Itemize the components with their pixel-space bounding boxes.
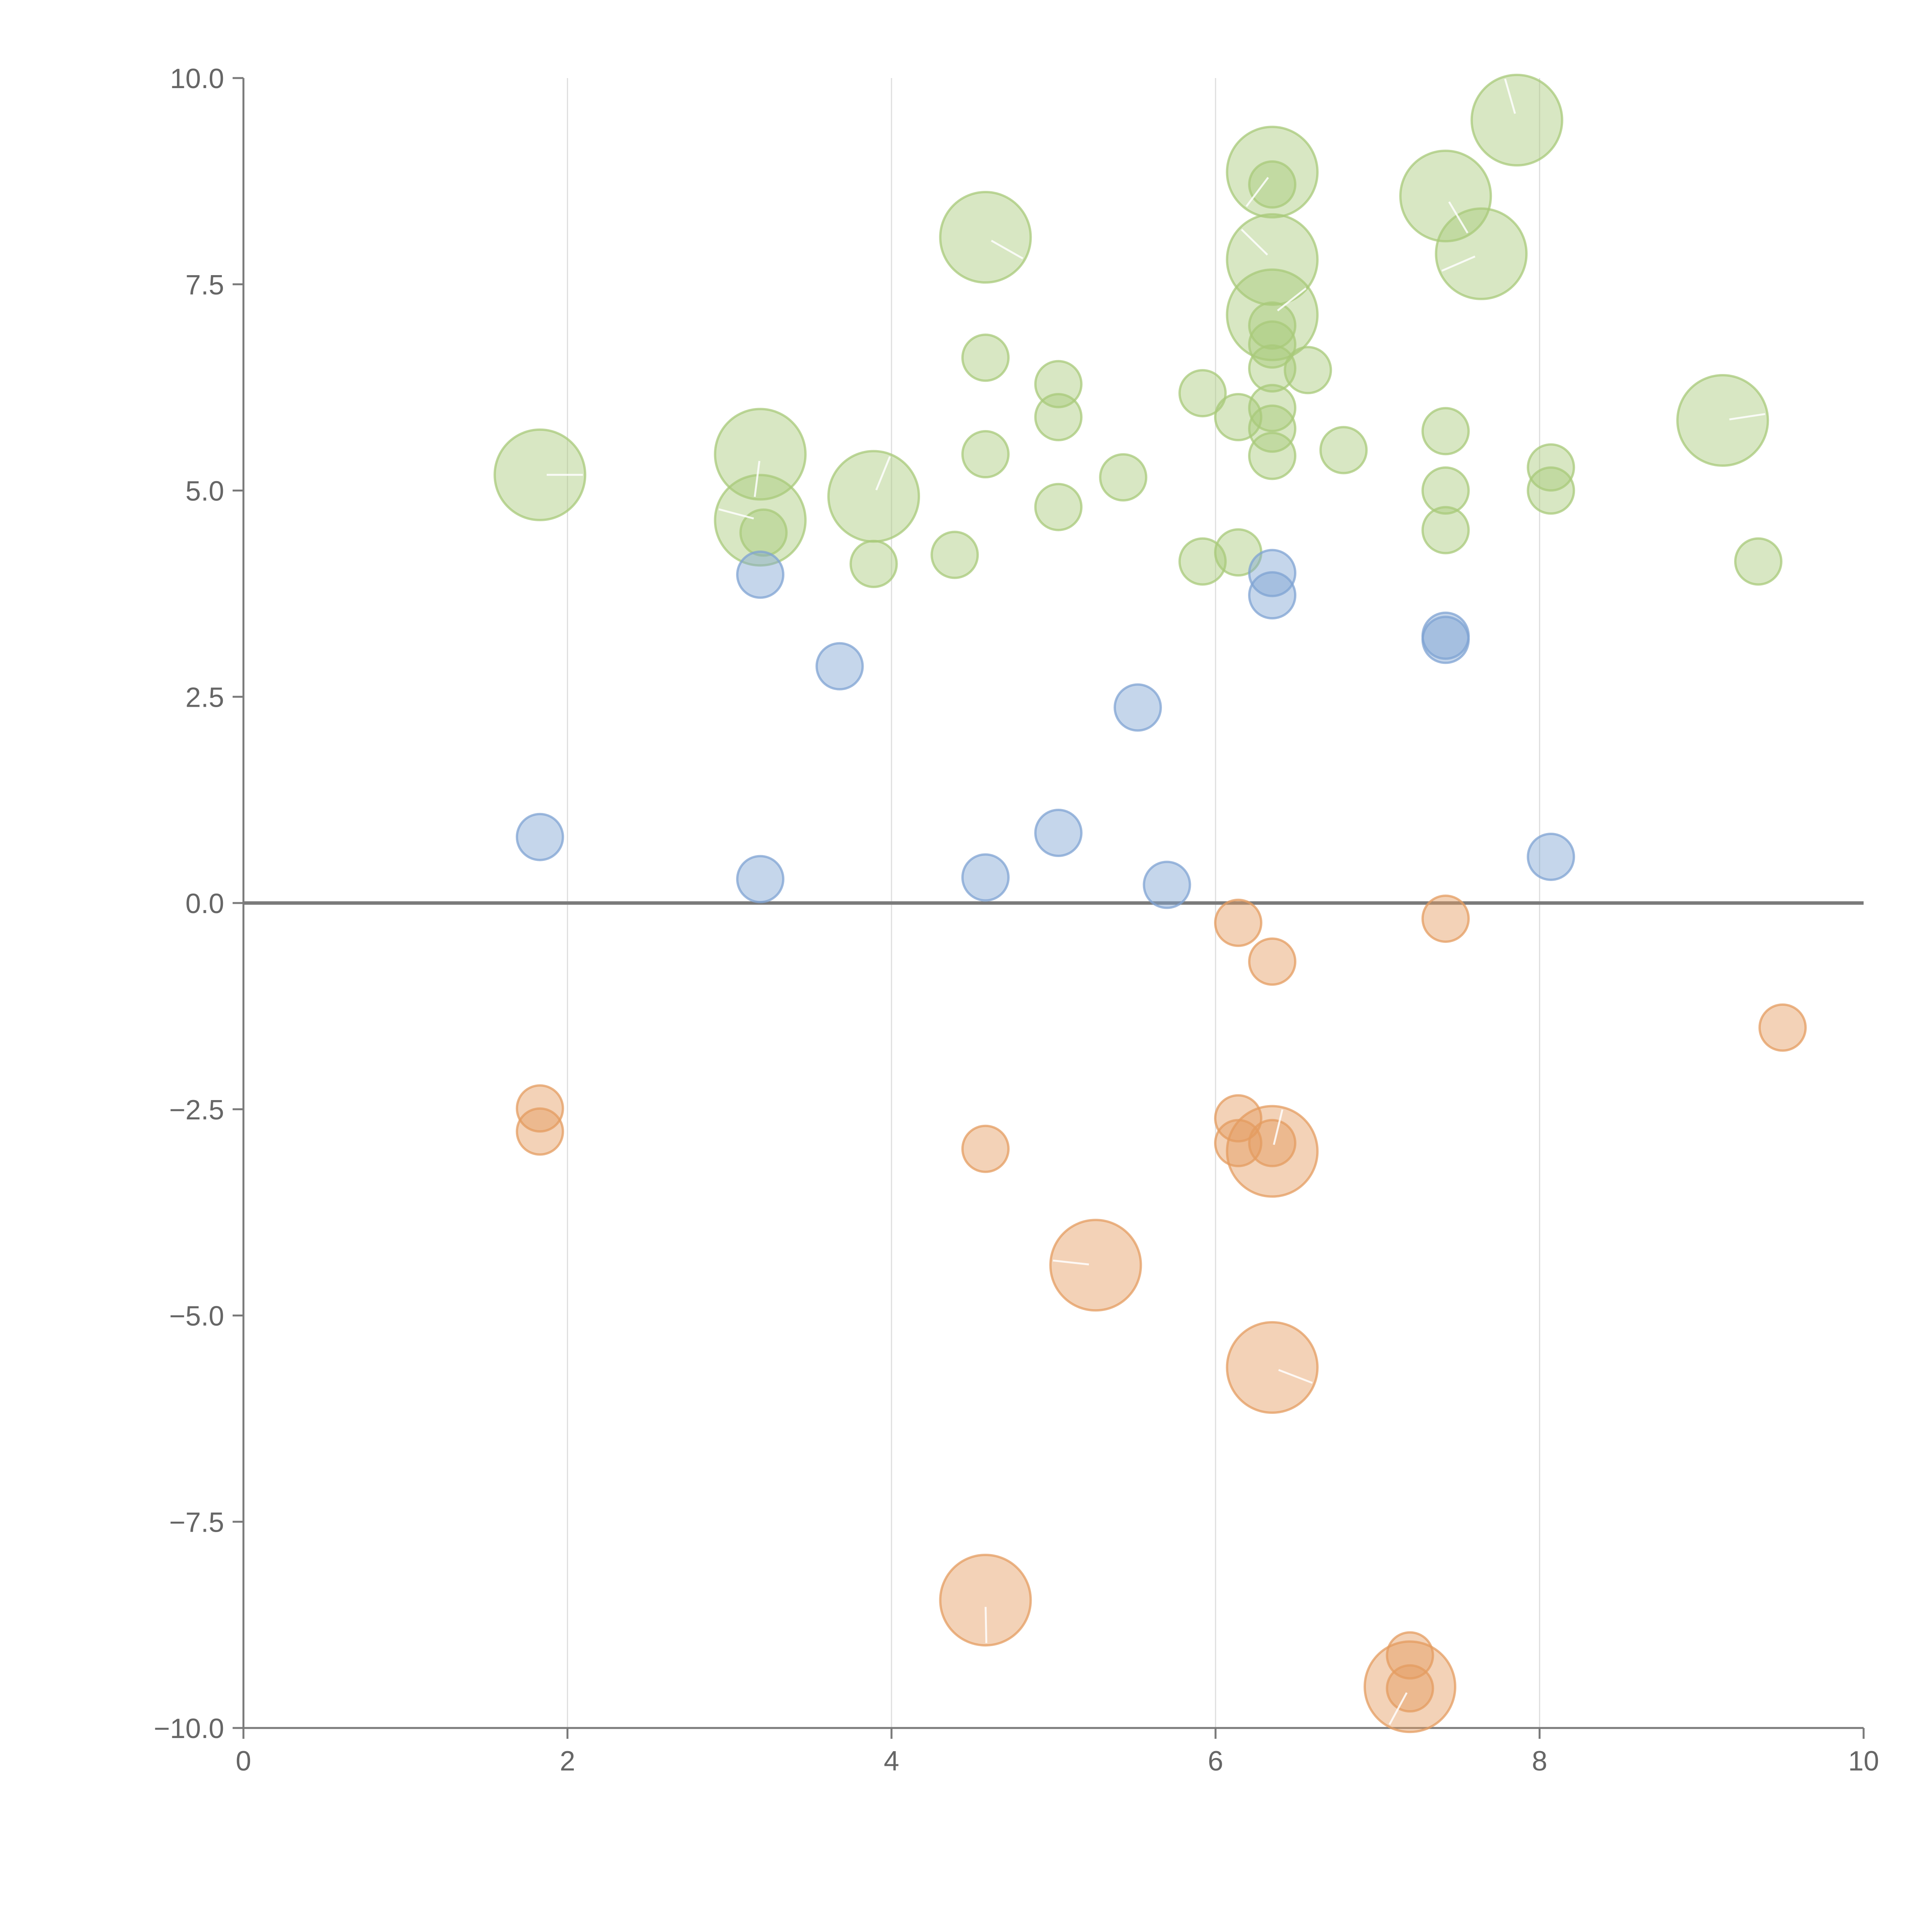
bubble-green — [961, 333, 1010, 382]
y-axis-ticks: 10.0 7.5 5.0 2.5 0.0 −2.5 −5.0 −7.5 −10.0 — [154, 63, 243, 1744]
bubble-orange — [1226, 1105, 1319, 1198]
bubble-green — [827, 450, 920, 543]
y-tick-label: 5.0 — [185, 476, 224, 507]
bubble-green — [1178, 537, 1227, 586]
bubble-green — [1248, 432, 1297, 480]
bubble-leader-green — [1448, 201, 1469, 234]
bubble-green — [714, 408, 807, 501]
bubble-orange — [1758, 1003, 1807, 1052]
bubble-leader-green — [718, 508, 754, 520]
y-tick-label: −10.0 — [154, 1713, 224, 1744]
bubble-leader-green — [1245, 177, 1269, 207]
bubble-orange — [1049, 1219, 1142, 1312]
y-tick-label: −2.5 — [169, 1095, 224, 1126]
y-tick-label: 7.5 — [185, 270, 224, 301]
bubble-green — [1248, 384, 1297, 432]
bubble-orange — [939, 1554, 1032, 1647]
bubble-green — [1034, 483, 1083, 531]
axes — [242, 78, 1864, 1729]
x-tick-label: 2 — [560, 1746, 575, 1777]
bubble-leader-green — [1277, 287, 1307, 311]
bubble-blue — [1421, 616, 1470, 664]
bubble-leader-green — [753, 461, 760, 497]
bubble-green — [1435, 207, 1528, 300]
bubble-leader-green — [1241, 229, 1268, 256]
bubble-green — [1470, 73, 1563, 167]
bubble-orange — [1226, 1321, 1319, 1414]
y-tick-label: −5.0 — [169, 1301, 224, 1332]
bubble-blue — [1143, 861, 1191, 909]
x-tick-label: 8 — [1532, 1746, 1547, 1777]
x-tick-label: 4 — [884, 1746, 899, 1777]
bubble-green — [1676, 374, 1769, 467]
x-tick-label: 6 — [1208, 1746, 1223, 1777]
bubble-blue — [961, 853, 1010, 902]
bubble-leader-green — [1729, 413, 1765, 420]
y-tick-label: 0.0 — [185, 888, 224, 919]
bubble-leader-orange — [1278, 1369, 1313, 1384]
bubble-green — [1178, 369, 1227, 418]
bubble-green — [1034, 393, 1083, 441]
bubble-green — [1527, 466, 1575, 515]
x-tick-label: 0 — [236, 1746, 251, 1777]
bubble-orange — [515, 1107, 564, 1156]
bubble-leader-orange — [1388, 1692, 1408, 1725]
bubble-orange — [1248, 1119, 1297, 1167]
bubble-orange — [1421, 895, 1470, 943]
bubble-leader-green — [1441, 255, 1476, 272]
bubble-green — [1284, 346, 1332, 395]
bubble-green — [1034, 360, 1083, 408]
bubble-leader-orange — [1273, 1109, 1284, 1145]
bubble-green — [961, 430, 1010, 479]
bubble-orange — [1386, 1664, 1434, 1713]
bubble-blue — [1114, 683, 1162, 732]
bubble-green — [930, 531, 979, 579]
bubble-green — [739, 508, 788, 557]
bubble-leader-orange — [1053, 1259, 1089, 1265]
bubble-marks — [493, 73, 1807, 1733]
y-tick-label: −7.5 — [169, 1507, 224, 1538]
bubble-green — [1248, 344, 1297, 393]
bubble-green — [1226, 126, 1319, 219]
bubble-green — [1421, 506, 1470, 554]
bubble-blue — [736, 550, 785, 599]
bubble-green — [1319, 426, 1368, 474]
bubble-green — [1248, 160, 1297, 209]
bubble-green — [849, 540, 898, 588]
x-axis-ticks: 0 2 4 6 8 10 — [236, 1728, 1879, 1777]
bubble-green — [1421, 407, 1470, 456]
bubble-green — [1248, 301, 1297, 350]
y-tick-label: 2.5 — [185, 682, 224, 713]
bubble-green — [1099, 453, 1148, 502]
bubble-leader-green — [875, 456, 891, 491]
bubble-blue — [815, 642, 864, 690]
bubble-green — [1248, 404, 1297, 453]
bubble-green — [493, 428, 587, 521]
bubble-leader-green — [1504, 78, 1516, 114]
bubble-blue — [1248, 571, 1297, 620]
bubble-green — [1421, 466, 1470, 515]
bubble-green — [939, 191, 1032, 284]
x-tick-label: 10 — [1848, 1746, 1879, 1777]
bubble-orange — [1363, 1640, 1456, 1733]
bubble-blue — [1527, 832, 1575, 881]
bubble-orange — [1214, 1119, 1263, 1167]
bubble-orange — [1386, 1631, 1434, 1680]
bubble-leader-green — [991, 240, 1024, 260]
bubble-green — [1399, 150, 1492, 243]
bubble-green — [1734, 537, 1782, 586]
bubble-blue — [736, 855, 785, 903]
bubble-orange — [1214, 898, 1263, 947]
bubble-orange — [961, 1124, 1010, 1173]
bubble-blue — [1034, 809, 1083, 857]
bubble-orange — [1248, 937, 1297, 986]
y-tick-label: 10.0 — [170, 63, 224, 94]
bubble-orange — [1214, 1094, 1263, 1143]
bubble-blue — [515, 813, 564, 861]
